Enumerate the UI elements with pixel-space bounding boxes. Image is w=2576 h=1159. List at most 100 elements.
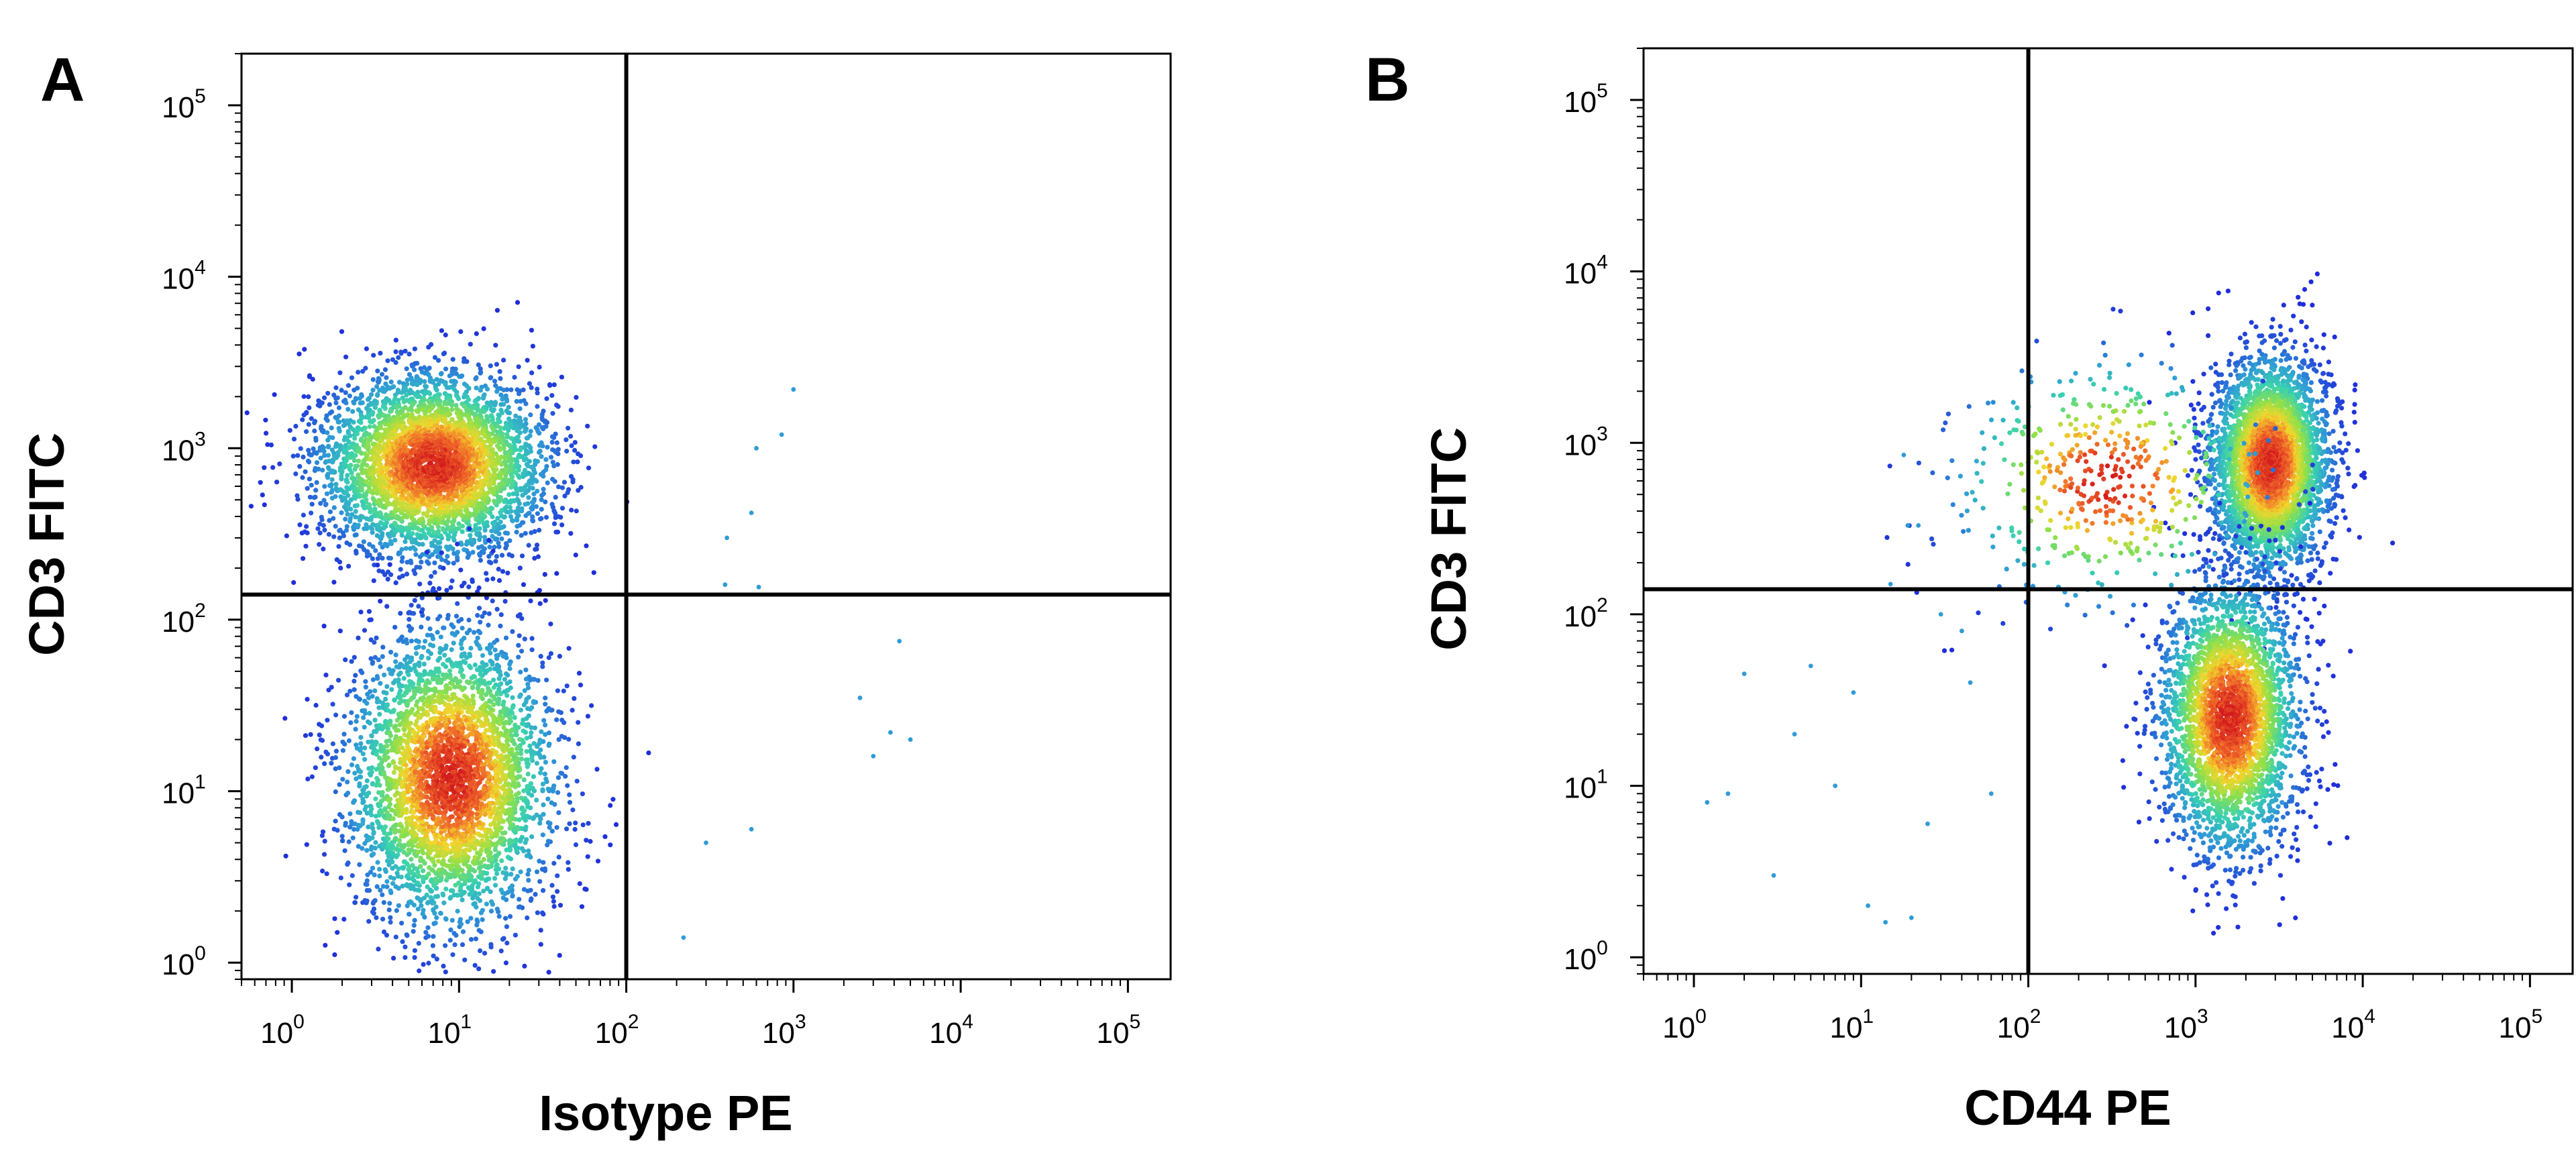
event-dot (378, 457, 383, 463)
event-dot (409, 407, 415, 413)
event-dot (320, 869, 325, 874)
event-dot (370, 694, 375, 699)
event-dot (564, 826, 570, 832)
event-dot (356, 635, 361, 641)
event-dot (350, 873, 355, 879)
event-dot (352, 900, 358, 905)
event-dot (378, 520, 384, 525)
event-dot (387, 562, 392, 567)
event-dot (329, 685, 334, 690)
event-dot (368, 689, 373, 694)
event-dot (333, 524, 338, 529)
event-dot (486, 559, 492, 565)
event-dot (387, 901, 392, 906)
event-dot (366, 502, 372, 507)
event-dot (441, 565, 446, 571)
event-dot (372, 872, 377, 877)
event-dot (431, 464, 436, 470)
event-dot (543, 514, 549, 520)
event-dot (309, 774, 315, 779)
event-dot (384, 375, 389, 380)
event-dot (543, 776, 549, 781)
event-dot (535, 910, 540, 916)
event-dot (345, 512, 350, 517)
event-dot (339, 388, 344, 393)
event-dot (460, 929, 466, 934)
event-dot (358, 420, 364, 425)
event-dot (398, 567, 403, 572)
event-dot (343, 528, 350, 533)
event-dot (518, 669, 523, 675)
event-dot (371, 578, 376, 584)
event-dot (540, 781, 546, 787)
event-dot (557, 653, 563, 659)
event-dot (386, 907, 392, 913)
event-dot (535, 554, 541, 559)
event-dot (419, 903, 424, 908)
event-dot (522, 637, 527, 642)
event-dot (476, 585, 482, 591)
event-dot (523, 451, 529, 457)
event-dot (472, 901, 478, 906)
event-dot (376, 657, 381, 663)
event-dot (434, 377, 439, 382)
event-dot (521, 471, 526, 476)
event-dot (345, 406, 351, 412)
event-dot (557, 952, 562, 958)
event-dot (408, 899, 413, 904)
event-dot (442, 401, 447, 406)
event-dot (441, 625, 447, 630)
event-dot (537, 516, 543, 522)
event-dot (460, 942, 466, 947)
event-dot (425, 616, 431, 621)
event-dot (535, 429, 541, 434)
event-dot (515, 428, 520, 433)
event-dot (441, 963, 446, 969)
event-dot (382, 367, 388, 372)
event-dot (342, 848, 347, 853)
event-dot (537, 527, 542, 533)
event-dot (542, 571, 547, 577)
event-dot (529, 896, 534, 901)
event-dot (545, 445, 550, 450)
event-dot (497, 369, 502, 374)
event-dot (437, 545, 443, 550)
event-dot (337, 527, 343, 533)
event-dot (476, 606, 482, 611)
event-dot (535, 511, 541, 516)
event-dot (571, 755, 576, 760)
event-dot (443, 558, 449, 563)
event-dot (429, 552, 435, 557)
event-dot (430, 636, 436, 642)
event-dot (550, 476, 555, 482)
event-dot (323, 502, 329, 507)
event-dot (340, 748, 345, 753)
event-dot (492, 378, 498, 384)
event-dot (537, 364, 542, 370)
event-dot (541, 802, 546, 808)
event-dot (568, 433, 574, 439)
event-dot (484, 571, 489, 576)
event-dot (539, 506, 544, 512)
event-dot (364, 898, 370, 903)
event-dot (320, 829, 326, 834)
event-dot (329, 477, 335, 482)
event-dot (421, 907, 426, 913)
event-dot (367, 710, 372, 716)
event-dot (370, 544, 376, 549)
event-dot (357, 697, 363, 702)
event-dot (325, 718, 330, 723)
event-dot (515, 613, 521, 619)
event-dot (496, 914, 502, 919)
event-dot (345, 790, 351, 795)
event-dot (517, 897, 522, 902)
event-dot (525, 871, 531, 877)
event-dot (375, 368, 380, 374)
event-dot (403, 546, 409, 551)
panel-letter: A (40, 46, 85, 114)
event-dot (357, 781, 362, 787)
event-dot (513, 509, 519, 514)
event-dot (528, 598, 533, 604)
event-dot (347, 542, 353, 547)
event-dot (545, 480, 550, 486)
